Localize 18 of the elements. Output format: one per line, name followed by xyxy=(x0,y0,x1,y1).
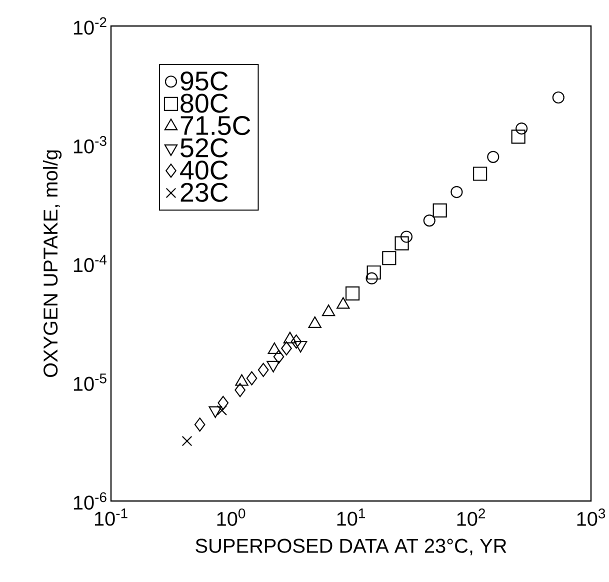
y-tick-label: 10$^{-2}$ xyxy=(74,17,106,35)
legend-label: 40C xyxy=(180,160,228,180)
y-tick-label: 10$^{-5}$ xyxy=(74,374,106,391)
legend-label: 95C xyxy=(180,71,228,91)
y-tick-label: 10$^{-3}$ xyxy=(74,136,106,154)
legend-label: 52C xyxy=(180,138,228,158)
legend-label: 80C xyxy=(180,94,228,113)
x-tick-label: 10$^{0}$ xyxy=(217,508,246,526)
y-tick-label: 10$^{-6}$ xyxy=(74,492,106,510)
x-tick-label: 10$^{3}$ xyxy=(577,508,606,526)
y-axis-title: OXYGEN UPTAKE, mol/g xyxy=(43,150,62,377)
legend-label: 71.5C xyxy=(180,116,250,136)
legend-label: 23C xyxy=(180,182,228,202)
x-tick-label: 10$^{1}$ xyxy=(337,508,366,526)
y-tick-label: 10$^{-4}$ xyxy=(74,254,107,272)
x-axis-title: SUPERPOSED DATA AT 23°C, YR xyxy=(196,538,506,556)
x-tick-label: 10$^{-1}$ xyxy=(94,508,128,526)
x-tick-label: 10$^{2}$ xyxy=(457,508,486,526)
